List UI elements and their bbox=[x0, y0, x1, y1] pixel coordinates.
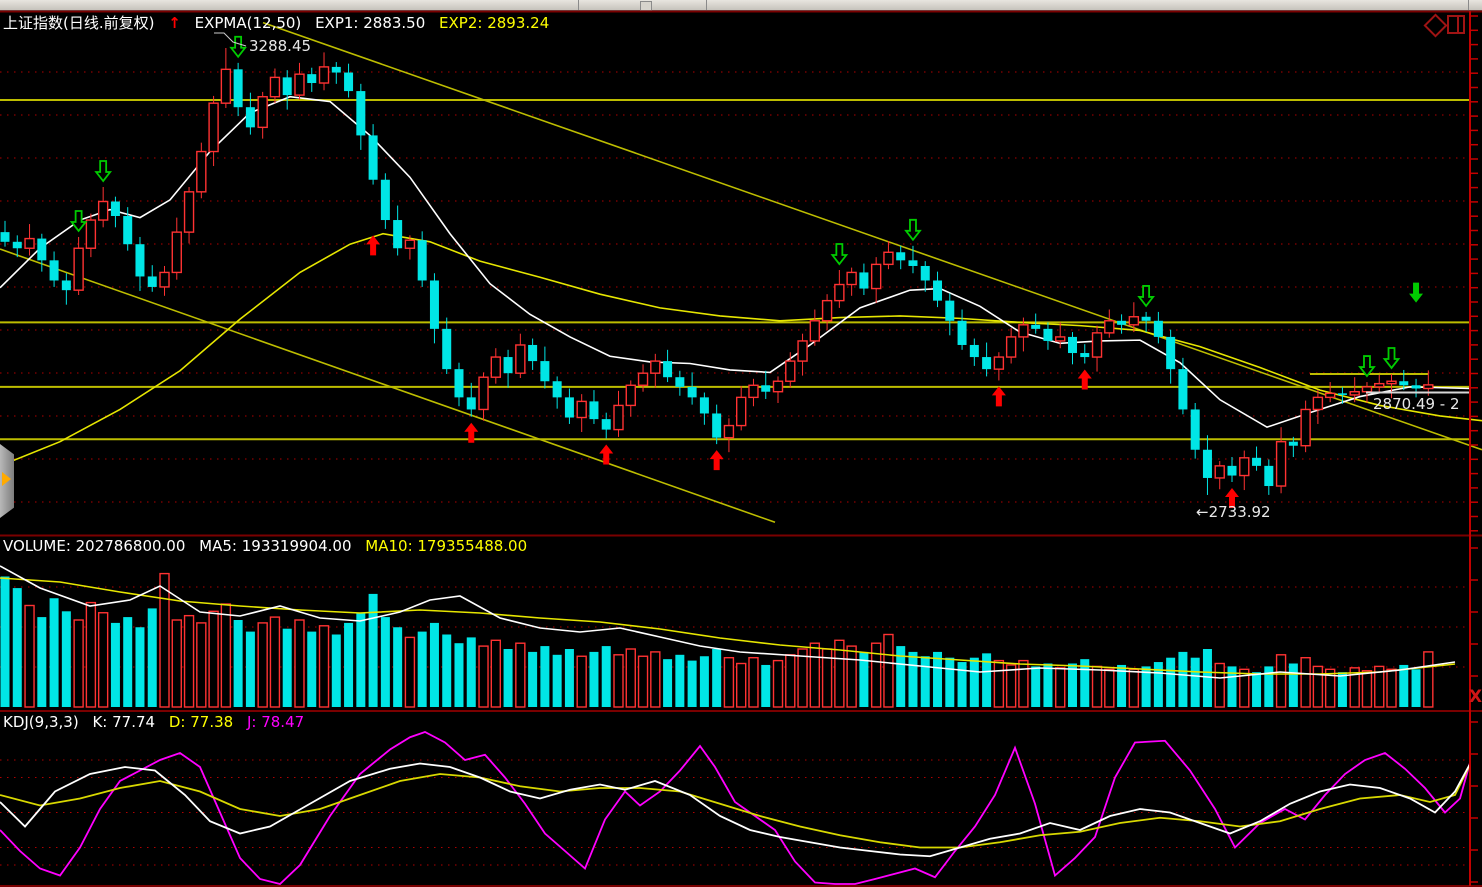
volume-ma-lines bbox=[0, 565, 1456, 679]
toolbar-divider bbox=[706, 0, 707, 10]
left-panel-handle[interactable] bbox=[0, 444, 14, 518]
candlestick-series bbox=[0, 48, 1434, 495]
toolbar-divider bbox=[578, 0, 579, 10]
drawn-trendlines bbox=[0, 21, 1482, 524]
kdj-lines bbox=[0, 731, 1471, 885]
volume-bars bbox=[0, 572, 1434, 708]
split-window-icon[interactable] bbox=[1447, 15, 1465, 34]
expand-arrow-icon bbox=[2, 472, 11, 486]
close-indicator-button[interactable]: X bbox=[1469, 687, 1482, 707]
grid-lines bbox=[0, 71, 1470, 866]
signal-arrows bbox=[69, 35, 1424, 508]
peak-leader-line bbox=[214, 32, 247, 47]
pane-borders bbox=[0, 10, 1482, 887]
toolbar-divider bbox=[1468, 0, 1469, 10]
